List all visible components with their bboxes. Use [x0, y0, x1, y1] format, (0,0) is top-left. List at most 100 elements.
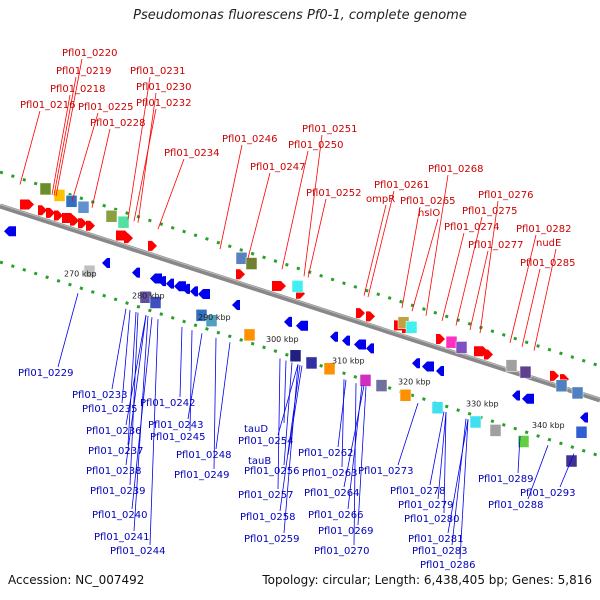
- bottom-leader-line: [277, 358, 281, 490]
- annotation-box: [555, 379, 568, 393]
- bottom-leader-line: [179, 326, 183, 398]
- top-leader-line: [127, 76, 151, 220]
- bottom-gene-label: Pfl01_0270: [314, 546, 370, 557]
- top-leader-line: [71, 112, 99, 202]
- annotation-box: [323, 362, 336, 376]
- features-layer: 270 kbp 280 kbp 290 kbp 300 kbp 310 kbp 320 k…: [4, 182, 588, 468]
- kbp-tick-label: 340 kbp: [532, 421, 565, 430]
- kbp-tick-label: 300 kbp: [266, 335, 299, 344]
- bottom-leader-line: [517, 436, 521, 474]
- top-gene-label: Pfl01_0228: [90, 118, 146, 129]
- top-gene-label: Pfl01_0250: [288, 140, 344, 151]
- kbp-tick-label: 290 kbp: [198, 313, 231, 322]
- forward-gene-arrow: [20, 199, 34, 210]
- annotation-box: [105, 210, 118, 223]
- bottom-leader-line: [527, 445, 549, 500]
- top-gene-label: Pfl01_0232: [136, 98, 192, 109]
- annotation-box: [405, 321, 418, 334]
- reverse-gene-arrow: [366, 343, 374, 354]
- top-leader-line: [363, 204, 387, 296]
- bottom-gene-label: Pfl01_0266: [308, 510, 364, 521]
- bottom-gene-label: Pfl01_0243: [148, 420, 204, 431]
- top-leader-line: [51, 94, 71, 195]
- top-gene-label: Pfl01_0277: [468, 240, 524, 251]
- kbp-tick-label: 270 kbp: [64, 270, 97, 279]
- bottom-gene-label: Pfl01_0280: [404, 514, 460, 525]
- top-leader-line: [55, 58, 83, 197]
- bottom-leader-line: [57, 293, 79, 368]
- annotation-box: [445, 335, 458, 349]
- bottom-gene-label: Pfl01_0256: [244, 466, 300, 477]
- top-leader-line: [53, 76, 77, 196]
- reverse-gene-arrow: [182, 283, 190, 294]
- reverse-gene-arrow: [284, 316, 292, 327]
- reverse-gene-arrow: [512, 390, 520, 401]
- backbone-layer: [0, 170, 600, 458]
- bottom-leader-line: [215, 342, 231, 450]
- bottom-gene-label: Pfl01_0263: [302, 468, 358, 479]
- bottom-gene-label: Pfl01_0235: [82, 404, 138, 415]
- top-leader-line: [137, 92, 157, 223]
- bottom-leader-line: [357, 386, 367, 526]
- top-gene-label: Pfl01_0282: [516, 224, 572, 235]
- bottom-gene-label: Pfl01_0239: [90, 486, 146, 497]
- reverse-gene-arrow: [330, 331, 338, 342]
- bottom-leader-line: [125, 315, 147, 466]
- top-gene-label: Pfl01_0220: [62, 48, 118, 59]
- top-leader-line: [469, 250, 489, 331]
- annotation-box: [399, 389, 412, 402]
- annotation-box: [519, 365, 532, 379]
- accession-text: Accession: NC_007492: [8, 573, 145, 587]
- annotation-box: [39, 182, 52, 196]
- bottom-gene-label: Pfl01_0248: [176, 450, 232, 461]
- bottom-gene-label: Pfl01_0240: [92, 510, 148, 521]
- bottom-gene-label: Pfl01_0288: [488, 500, 544, 511]
- annotation-box: [517, 435, 530, 448]
- forward-gene-arrow: [356, 308, 365, 319]
- reverse-gene-arrow: [158, 276, 166, 287]
- bottom-leader-line: [451, 418, 467, 546]
- forward-gene-arrow: [78, 218, 87, 229]
- top-leader-line: [133, 108, 157, 222]
- bottom-leader-line: [443, 412, 447, 514]
- top-gene-label: Pfl01_0247: [250, 162, 306, 173]
- bottom-leader-line: [277, 364, 299, 436]
- bottom-gene-label: Pfl01_0238: [86, 466, 142, 477]
- bottom-gene-label: Pfl01_0244: [110, 546, 166, 557]
- top-gene-label: Pfl01_0265: [400, 196, 456, 207]
- bottom-gene-label: Pfl01_0249: [174, 470, 230, 481]
- annotation-box: [53, 189, 66, 202]
- bottom-gene-label: Pfl01_0283: [412, 546, 468, 557]
- top-gene-label: Pfl01_0261: [374, 180, 430, 191]
- bottom-gene-label: Pfl01_0289: [478, 474, 534, 485]
- forward-gene-arrow: [484, 349, 493, 360]
- bottom-leader-line: [129, 312, 139, 486]
- bottom-leader-line: [283, 362, 293, 466]
- bottom-leader-line: [437, 412, 447, 500]
- top-gene-label: hslO: [418, 208, 440, 219]
- bottom-gene-label: Pfl01_0242: [140, 398, 196, 409]
- annotation-box: [149, 296, 162, 309]
- top-leader-line: [19, 110, 41, 185]
- reverse-gene-arrow: [198, 289, 210, 300]
- bottom-gene-label: Pfl01_0262: [298, 448, 354, 459]
- reverse-gene-arrow: [354, 339, 366, 350]
- forward-gene-arrow: [86, 220, 95, 231]
- reverse-gene-arrow: [422, 361, 434, 372]
- top-gene-label: Pfl01_0275: [462, 206, 518, 217]
- top-gene-label: nudE: [536, 238, 561, 249]
- bottom-gene-label: Pfl01_0229: [18, 368, 74, 379]
- forward-gene-arrow: [54, 210, 63, 221]
- annotation-box: [117, 215, 130, 229]
- bottom-gene-label: Pfl01_0233: [72, 390, 128, 401]
- annotation-box: [455, 341, 468, 354]
- reverse-gene-arrow: [166, 278, 174, 289]
- bottom-gene-label: Pfl01_0245: [150, 432, 206, 443]
- top-gene-label: Pfl01_0219: [56, 66, 112, 77]
- bottom-leader-line: [429, 411, 445, 486]
- bottom-leader-line: [125, 315, 147, 426]
- annotation-box: [305, 356, 318, 370]
- forward-gene-arrow: [366, 311, 375, 322]
- bottom-leader-line: [149, 319, 159, 546]
